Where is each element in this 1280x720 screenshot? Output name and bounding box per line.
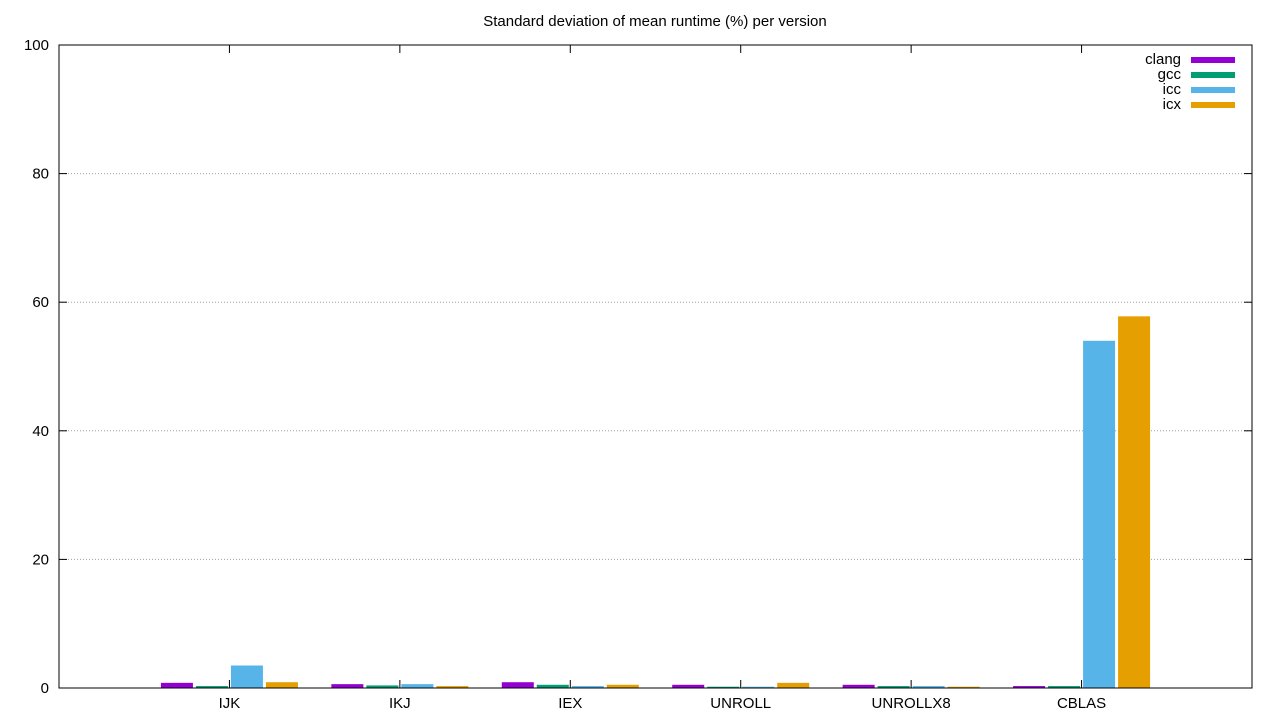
x-tick-label: UNROLLX8 xyxy=(872,695,951,712)
bar-icc-iex xyxy=(571,686,604,688)
bar-icc-ijk xyxy=(230,665,263,688)
y-tick-label: 100 xyxy=(24,37,49,54)
axes: 0 20 40 60 80 100 IJK IKJ IEX UNROLL UNROLLX8 CBLAS xyxy=(24,37,1253,712)
bar-clang-iex xyxy=(501,682,534,688)
bar-gcc-ikj xyxy=(366,685,399,688)
bar-clang-cblas xyxy=(1013,686,1046,688)
bar-icx-unrollx8 xyxy=(947,686,980,688)
bar-gcc-unrollx8 xyxy=(877,686,910,688)
bar-clang-unroll xyxy=(672,684,705,688)
bar-gcc-iex xyxy=(536,684,569,688)
y-tick-label: 80 xyxy=(32,166,49,183)
legend-swatch-icx xyxy=(1191,102,1235,108)
x-tick-label: CBLAS xyxy=(1057,695,1106,712)
x-tick-label: UNROLL xyxy=(710,695,771,712)
bar-icc-cblas xyxy=(1083,340,1116,688)
bar-icx-unroll xyxy=(777,682,810,688)
grid-lines xyxy=(59,173,1252,560)
bars xyxy=(160,316,1151,688)
bar-clang-unrollx8 xyxy=(842,684,875,688)
legend-label-icc: icc xyxy=(1163,81,1182,98)
y-tick-label: 40 xyxy=(32,423,49,440)
bar-clang-ikj xyxy=(331,684,364,688)
y-tick-label: 0 xyxy=(41,680,49,697)
bar-icc-unroll xyxy=(742,686,775,688)
x-tick-label: IEX xyxy=(558,695,582,712)
legend-swatch-gcc xyxy=(1191,72,1235,78)
y-tick-label: 20 xyxy=(32,551,49,568)
x-tick-label: IJK xyxy=(219,695,241,712)
bar-icx-cblas xyxy=(1118,316,1151,688)
bar-icx-ikj xyxy=(436,686,469,688)
legend-swatch-clang xyxy=(1191,57,1235,63)
legend-label-gcc: gcc xyxy=(1158,66,1182,83)
bar-gcc-cblas xyxy=(1048,686,1081,688)
bar-icx-iex xyxy=(606,684,639,688)
bar-icc-ikj xyxy=(401,684,434,688)
legend-label-icx: icx xyxy=(1163,96,1182,113)
plot-border xyxy=(58,44,1253,689)
legend-label-clang: clang xyxy=(1145,51,1181,68)
bar-icc-unrollx8 xyxy=(912,686,945,688)
bar-gcc-unroll xyxy=(707,686,740,688)
bar-icx-ijk xyxy=(265,682,298,688)
bar-gcc-ijk xyxy=(195,686,228,688)
y-tick-label: 60 xyxy=(32,294,49,311)
x-tick-label: IKJ xyxy=(389,695,411,712)
legend-swatch-icc xyxy=(1191,87,1235,93)
chart-title: Standard deviation of mean runtime (%) p… xyxy=(483,13,827,30)
bar-clang-ijk xyxy=(160,682,193,688)
